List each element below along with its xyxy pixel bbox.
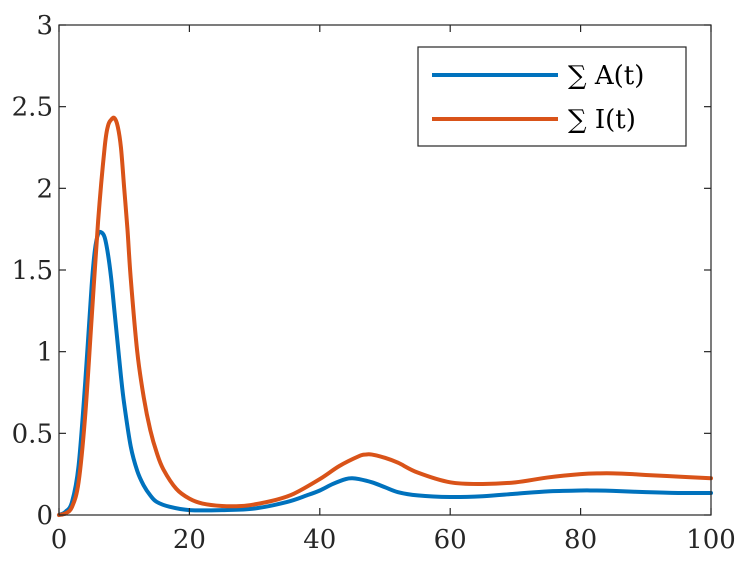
y-tick-label: 0: [36, 501, 53, 531]
x-tick-label: 40: [303, 525, 336, 555]
y-tick-label: 3: [36, 11, 53, 41]
y-tick-label: 2.5: [12, 93, 53, 123]
x-tick-label: 0: [51, 525, 68, 555]
y-tick-label: 1.5: [12, 256, 53, 286]
x-tick-label: 100: [686, 525, 736, 555]
y-tick-label: 1: [36, 338, 53, 368]
y-tick-label: 0.5: [12, 419, 53, 449]
legend-box: [417, 46, 687, 147]
x-tick-label: 20: [173, 525, 206, 555]
axis-ticks: 0 20 40 60 80 100 0 0.5 1 1.5 2 2.5 3: [12, 11, 736, 555]
series-line-i: [57, 115, 713, 517]
x-tick-label: 60: [434, 525, 467, 555]
legend: ∑ A(t) ∑ I(t): [417, 46, 687, 147]
series-layer: [57, 115, 713, 517]
legend-label-i: ∑ I(t): [568, 105, 636, 135]
legend-label-a: ∑ A(t): [568, 61, 644, 91]
x-tick-label: 80: [564, 525, 597, 555]
y-tick-label: 2: [36, 174, 53, 204]
